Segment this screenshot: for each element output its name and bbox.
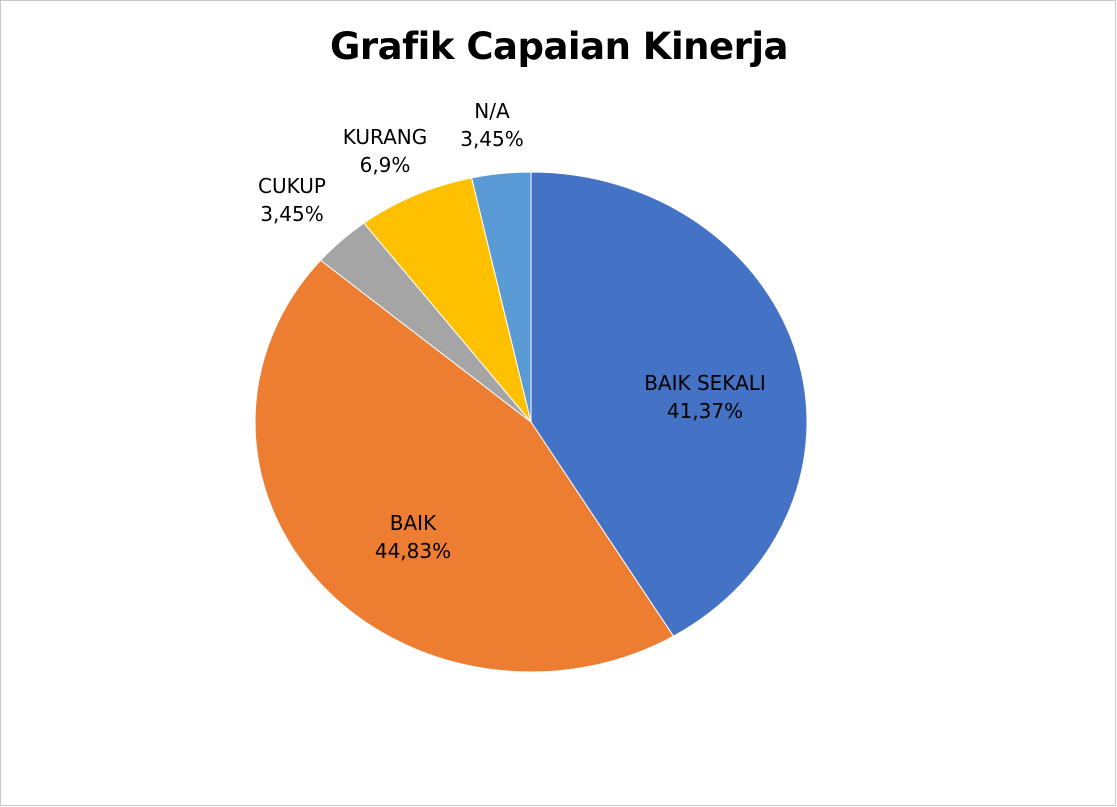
pie-slice-baik-sekali <box>530 171 808 637</box>
slice-percentage-label: 41,37% <box>667 399 743 423</box>
slice-category-label: CUKUP <box>258 174 326 198</box>
slice-category-label: BAIK <box>390 511 437 535</box>
slice-category-label: KURANG <box>343 125 427 149</box>
pie-slices <box>254 171 808 673</box>
pie-slice-n-a <box>471 171 532 423</box>
slice-percentage-label: 6,9% <box>360 153 411 177</box>
slice-category-label: BAIK SEKALI <box>644 371 766 395</box>
pie-slice-baik <box>254 259 675 673</box>
pie-slice-kurang <box>363 177 532 423</box>
pie-labels: BAIK SEKALI 41,37% BAIK 44,83% CUKUP 3,45% KUR… <box>258 99 766 563</box>
slice-category-label: N/A <box>474 99 510 123</box>
slice-percentage-label: 44,83% <box>375 539 451 563</box>
slice-percentage-label: 3,45% <box>460 127 524 151</box>
slice-percentage-label: 3,45% <box>260 202 324 226</box>
chart-title: Grafik Capaian Kinerja <box>330 25 789 68</box>
